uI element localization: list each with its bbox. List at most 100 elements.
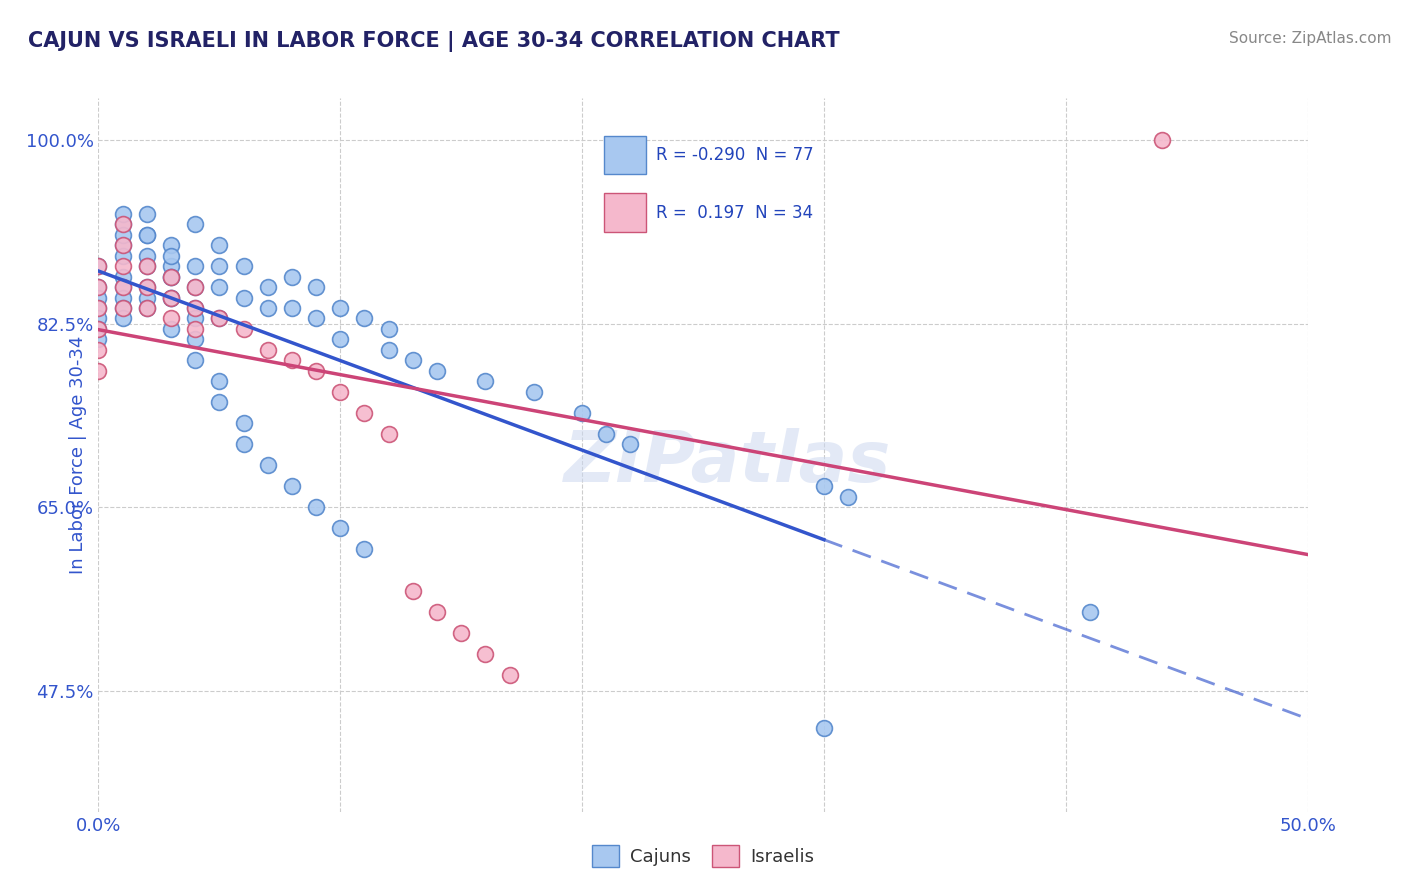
Point — [160, 291, 183, 305]
Text: CAJUN VS ISRAELI IN LABOR FORCE | AGE 30-34 CORRELATION CHART: CAJUN VS ISRAELI IN LABOR FORCE | AGE 30… — [28, 31, 839, 53]
Point — [111, 248, 134, 262]
Legend: Cajuns, Israelis: Cajuns, Israelis — [585, 838, 821, 874]
Point — [232, 291, 254, 305]
Point — [160, 238, 183, 252]
Point — [232, 259, 254, 273]
Point — [160, 269, 183, 284]
Point — [87, 280, 110, 294]
Point — [402, 584, 425, 599]
Point — [232, 417, 254, 431]
Point — [135, 301, 157, 315]
Point — [111, 238, 134, 252]
Y-axis label: In Labor Force | Age 30-34: In Labor Force | Age 30-34 — [69, 335, 87, 574]
Point — [135, 259, 157, 273]
Point — [208, 280, 231, 294]
Point — [377, 322, 399, 336]
Point — [135, 280, 157, 294]
Point — [619, 437, 641, 451]
Point — [87, 364, 110, 378]
Point — [160, 269, 183, 284]
Point — [353, 311, 375, 326]
Point — [426, 364, 449, 378]
Point — [474, 648, 496, 662]
Point — [111, 301, 134, 315]
Point — [256, 458, 278, 473]
Point — [1152, 133, 1174, 147]
Point — [256, 343, 278, 357]
Point — [87, 259, 110, 273]
Point — [813, 721, 835, 735]
Point — [595, 426, 617, 441]
Point — [111, 280, 134, 294]
Point — [208, 395, 231, 409]
Point — [813, 479, 835, 493]
Point — [305, 311, 328, 326]
Point — [305, 280, 328, 294]
Point — [837, 490, 859, 504]
Point — [305, 364, 328, 378]
Point — [523, 384, 546, 399]
Point — [135, 206, 157, 220]
Point — [329, 301, 352, 315]
Point — [111, 227, 134, 242]
Text: Source: ZipAtlas.com: Source: ZipAtlas.com — [1229, 31, 1392, 46]
Point — [498, 668, 520, 682]
Point — [377, 426, 399, 441]
Point — [160, 269, 183, 284]
Point — [160, 322, 183, 336]
Point — [135, 248, 157, 262]
Point — [329, 521, 352, 535]
Point — [232, 437, 254, 451]
Text: ZIPatlas: ZIPatlas — [564, 427, 891, 497]
Point — [87, 311, 110, 326]
Point — [135, 301, 157, 315]
Point — [208, 238, 231, 252]
Point — [184, 333, 207, 347]
Point — [135, 227, 157, 242]
Point — [208, 311, 231, 326]
Point — [111, 206, 134, 220]
Point — [474, 375, 496, 389]
Point — [160, 248, 183, 262]
Point — [571, 406, 593, 420]
Point — [450, 626, 472, 640]
Point — [256, 280, 278, 294]
Point — [184, 280, 207, 294]
Point — [232, 322, 254, 336]
Point — [87, 291, 110, 305]
Point — [87, 333, 110, 347]
Point — [184, 322, 207, 336]
Point — [111, 301, 134, 315]
Point — [208, 259, 231, 273]
Point — [184, 353, 207, 368]
Point — [353, 406, 375, 420]
Point — [87, 322, 110, 336]
Point — [329, 333, 352, 347]
Point — [305, 500, 328, 515]
Point — [87, 322, 110, 336]
Point — [111, 280, 134, 294]
Point — [377, 343, 399, 357]
Point — [426, 605, 449, 619]
Point — [1078, 605, 1101, 619]
Point — [111, 311, 134, 326]
Point — [402, 353, 425, 368]
Point — [184, 259, 207, 273]
Point — [184, 311, 207, 326]
Point — [111, 291, 134, 305]
Point — [87, 301, 110, 315]
Point — [87, 280, 110, 294]
Point — [160, 291, 183, 305]
Point — [184, 280, 207, 294]
Point — [111, 217, 134, 231]
Point — [160, 311, 183, 326]
Point — [184, 301, 207, 315]
Point — [208, 311, 231, 326]
Point — [87, 259, 110, 273]
Point — [184, 217, 207, 231]
Point — [160, 291, 183, 305]
Point — [135, 291, 157, 305]
Point — [329, 384, 352, 399]
Point — [353, 542, 375, 557]
Point — [281, 353, 304, 368]
